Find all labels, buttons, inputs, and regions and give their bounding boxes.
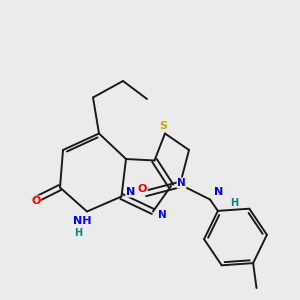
Text: O: O bbox=[138, 184, 147, 194]
Text: O: O bbox=[31, 196, 41, 206]
Text: N: N bbox=[214, 187, 224, 197]
Text: N: N bbox=[158, 209, 166, 220]
Text: N: N bbox=[126, 187, 135, 197]
Text: S: S bbox=[160, 121, 167, 131]
Text: H: H bbox=[230, 197, 239, 208]
Text: H: H bbox=[74, 227, 82, 238]
Text: NH: NH bbox=[73, 215, 92, 226]
Text: N: N bbox=[177, 178, 186, 188]
